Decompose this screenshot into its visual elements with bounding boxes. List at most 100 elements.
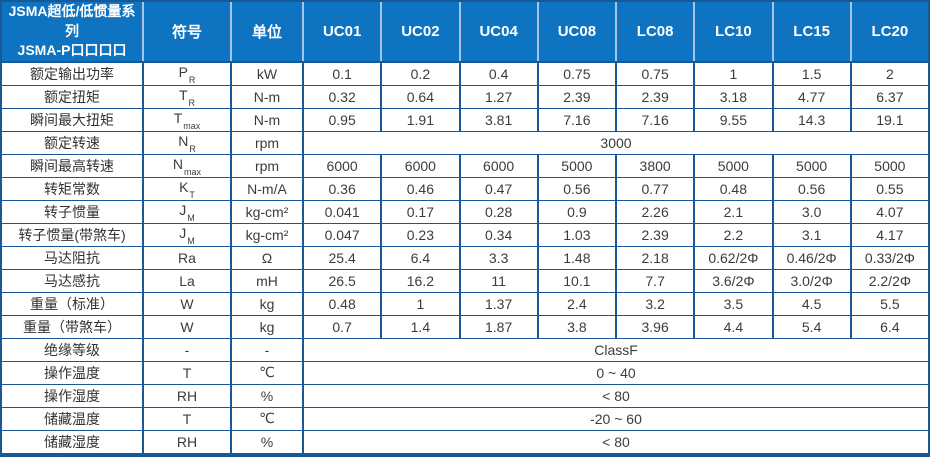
cell-value: 2.2/2Φ (849, 268, 930, 293)
cell-value: 0.75 (536, 61, 618, 86)
cell-value: 0.36 (301, 176, 383, 201)
cell-value: 3.0/2Φ (771, 268, 852, 293)
row-label: 重量（标准） (0, 291, 144, 316)
cell-value: 6.37 (849, 84, 930, 109)
cell-value: 6.4 (380, 245, 461, 270)
cell-value: 3.96 (614, 314, 696, 339)
table-body: 额定输出功率 PR kW 0.1 0.2 0.4 0.75 0.75 1 1.5 2 额定扭矩 TR N-… (0, 61, 930, 456)
motor-spec-table: JSMA超低/低惯量系列 JSMA-P口口口口 符号 单位 UC01 UC02 … (0, 0, 930, 457)
cell-value: 0.95 (301, 107, 383, 132)
row-symbol: W (142, 314, 232, 339)
cell-value: 3.81 (458, 107, 539, 132)
row-symbol: NR (142, 130, 232, 155)
column-header-model-uc02: UC02 (380, 0, 460, 63)
cell-value: 1.03 (536, 222, 618, 247)
cell-value: 3.18 (693, 84, 774, 109)
row-symbol: RH (142, 383, 232, 408)
cell-value: 16.2 (380, 268, 461, 293)
cell-value: 25.4 (301, 245, 383, 270)
row-label: 转矩常数 (0, 176, 144, 201)
cell-value: 2.4 (536, 291, 618, 316)
cell-value: 0.1 (301, 61, 383, 86)
row-unit: ℃ (230, 360, 304, 385)
row-label: 操作温度 (0, 360, 144, 385)
table-row: 操作温度 T ℃ 0 ~ 40 (0, 360, 930, 385)
cell-value: 1.91 (380, 107, 461, 132)
row-merged-value: ClassF (302, 337, 930, 362)
table-row: 马达阻抗 Ra Ω 25.4 6.4 3.3 1.48 2.18 0.62/2Φ 0.46/2Φ 0… (0, 245, 930, 270)
cell-value: 0.4 (458, 61, 539, 86)
table-row: 瞬间最大扭矩 Tmax N-m 0.95 1.91 3.81 7.16 7.16 9.55 14.… (0, 107, 930, 132)
cell-value: 1.27 (458, 84, 539, 109)
table-row: 额定扭矩 TR N-m 0.32 0.64 1.27 2.39 2.39 3.18 4.77 6.3… (0, 84, 930, 109)
row-label: 储藏湿度 (0, 429, 144, 456)
row-unit: Ω (230, 245, 304, 270)
cell-value: 4.5 (771, 291, 852, 316)
row-symbol: KT (142, 176, 232, 201)
cell-value: 0.77 (614, 176, 696, 201)
cell-value: 1 (693, 61, 774, 86)
row-label: 转子惯量 (0, 199, 144, 224)
row-unit: kg-cm² (230, 199, 304, 224)
cell-value: 6000 (458, 153, 539, 178)
column-header-model-uc01: UC01 (301, 0, 382, 63)
cell-value: 1 (380, 291, 461, 316)
column-header-symbol: 符号 (142, 0, 231, 63)
cell-value: 0.9 (536, 199, 618, 224)
cell-value: 0.64 (380, 84, 461, 109)
cell-value: 3.0 (771, 199, 852, 224)
cell-value: 1.48 (536, 245, 618, 270)
row-unit: ℃ (230, 406, 304, 431)
column-header-model-uc04: UC04 (458, 0, 538, 63)
cell-value: 3.1 (771, 222, 852, 247)
row-unit: kW (230, 61, 304, 86)
cell-value: 0.48 (301, 291, 383, 316)
table-row: 转子惯量 JM kg-cm² 0.041 0.17 0.28 0.9 2.26 2.1 3.0 4.… (0, 199, 930, 224)
row-unit: N-m (230, 107, 304, 132)
row-label: 马达感抗 (0, 268, 144, 293)
row-symbol: RH (142, 429, 232, 456)
cell-value: 1.5 (771, 61, 852, 86)
cell-value: 0.17 (380, 199, 461, 224)
series-title-line2: JSMA-P口口口口 (17, 42, 127, 59)
cell-value: 2.39 (614, 222, 696, 247)
cell-value: 0.33/2Φ (849, 245, 930, 270)
cell-value: 5.5 (849, 291, 930, 316)
row-label: 储藏温度 (0, 406, 144, 431)
series-title-line1: JSMA超低/低惯量系列 (8, 3, 136, 39)
row-symbol: W (142, 291, 232, 316)
row-unit: - (230, 337, 304, 362)
row-unit: kg (230, 291, 304, 316)
row-symbol: La (142, 268, 232, 293)
row-unit: % (230, 429, 304, 456)
row-symbol: PR (142, 61, 232, 86)
row-label: 瞬间最大扭矩 (0, 107, 144, 132)
row-symbol: Nmax (142, 153, 232, 178)
row-label: 操作湿度 (0, 383, 144, 408)
table-row: 转子惯量(带煞车) JM kg-cm² 0.047 0.23 0.34 1.03 2.39 2.… (0, 222, 930, 247)
cell-value: 6.4 (849, 314, 930, 339)
table-row: 马达感抗 La mH 26.5 16.2 11 10.1 7.7 3.6/2Φ 3.0/2Φ 2.2… (0, 268, 930, 293)
row-label: 重量（带煞车） (0, 314, 144, 339)
row-unit: kg (230, 314, 304, 339)
cell-value: 0.56 (771, 176, 852, 201)
row-unit: kg-cm² (230, 222, 304, 247)
cell-value: 9.55 (693, 107, 774, 132)
row-symbol: Ra (142, 245, 232, 270)
column-header-model-lc15: LC15 (771, 0, 851, 63)
cell-value: 1.37 (458, 291, 539, 316)
row-label: 额定转速 (0, 130, 144, 155)
row-label: 绝缘等级 (0, 337, 144, 362)
cell-value: 0.34 (458, 222, 539, 247)
table-row: 瞬间最高转速 Nmax rpm 6000 6000 6000 5000 3800 5000 500… (0, 153, 930, 178)
cell-value: 2.18 (614, 245, 696, 270)
cell-value: 0.2 (380, 61, 461, 86)
cell-value: 7.7 (614, 268, 696, 293)
cell-value: 7.16 (536, 107, 618, 132)
row-unit: rpm (230, 153, 304, 178)
cell-value: 6000 (380, 153, 461, 178)
cell-value: 2 (849, 61, 930, 86)
cell-value: 0.041 (301, 199, 383, 224)
row-unit: N-m/A (230, 176, 304, 201)
cell-value: 0.047 (301, 222, 383, 247)
